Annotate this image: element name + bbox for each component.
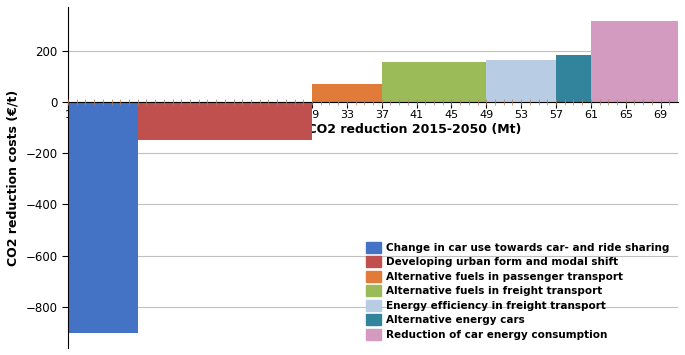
Y-axis label: CO2 reduction costs (€/t): CO2 reduction costs (€/t) — [7, 89, 20, 266]
Bar — [591, 21, 678, 102]
Bar — [486, 60, 556, 102]
Legend: Change in car use towards car- and ride sharing, Developing urban form and modal: Change in car use towards car- and ride … — [362, 239, 673, 343]
Bar — [68, 102, 138, 333]
X-axis label: Cumulative CO2 reduction 2015-2050 (Mt): Cumulative CO2 reduction 2015-2050 (Mt) — [225, 123, 522, 136]
Bar — [312, 84, 382, 102]
Bar — [138, 102, 312, 140]
Bar — [556, 55, 591, 102]
Bar — [382, 62, 486, 102]
